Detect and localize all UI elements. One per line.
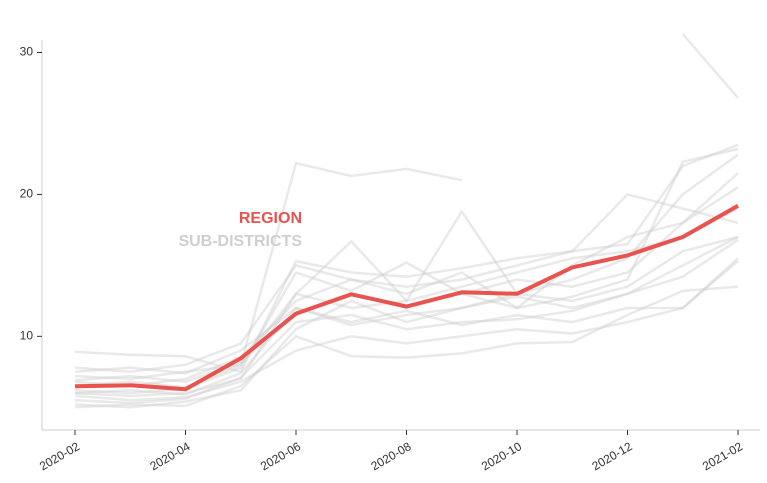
x-tick-label: 2020-12 (589, 439, 634, 473)
sub-district-line (74, 186, 739, 388)
x-tick-label: 2020-04 (147, 439, 192, 473)
sub-districts-label: SUB-DISTRICTS (178, 233, 302, 250)
sub-district-line (74, 235, 739, 405)
sub-district-line (74, 260, 739, 375)
sub-district-line (74, 143, 739, 374)
y-tick-label: 20 (20, 187, 34, 201)
x-tick-label: 2021-02 (700, 439, 745, 473)
sub-district-line (74, 153, 739, 398)
sub-district-line (74, 161, 463, 381)
x-tick-label: 2020-10 (479, 439, 524, 473)
sub-district-line (681, 33, 739, 99)
x-tick-label: 2020-02 (37, 439, 82, 473)
y-tick-label: 30 (20, 45, 34, 59)
x-tick-label: 2020-06 (258, 439, 303, 473)
sub-district-line (74, 172, 739, 395)
region-label: REGION (239, 210, 302, 227)
sub-district-line (74, 257, 739, 402)
sub-district-line (74, 147, 739, 383)
sub-district-line (74, 235, 739, 409)
y-tick-label: 10 (20, 329, 34, 343)
sub-district-line (74, 285, 739, 409)
sub-district-line (74, 238, 739, 396)
x-tick-label: 2020-08 (368, 439, 413, 473)
sub-district-line (74, 193, 739, 374)
region-line (74, 204, 739, 392)
